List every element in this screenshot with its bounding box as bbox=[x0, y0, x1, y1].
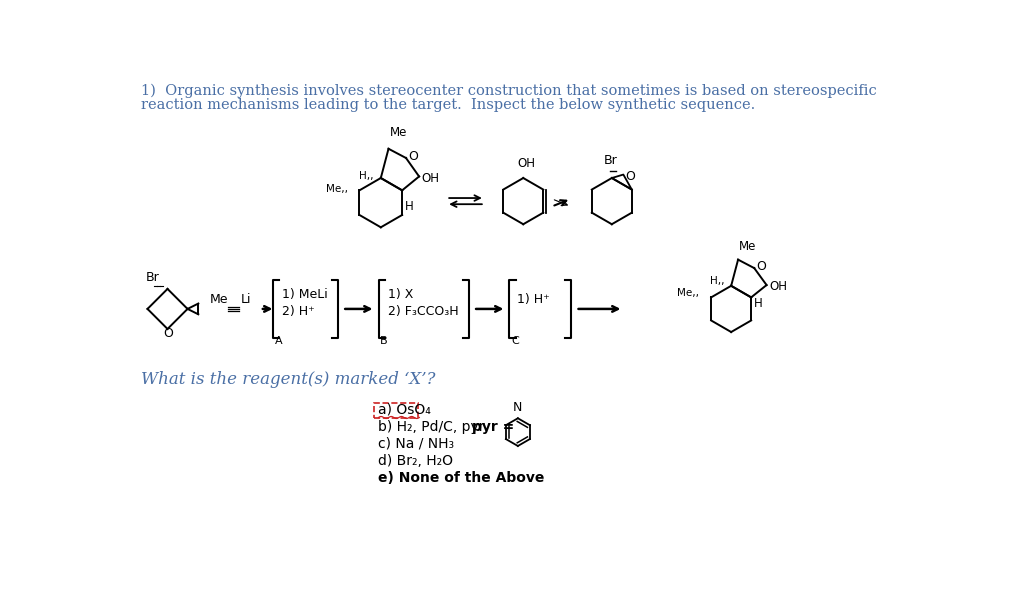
Text: H,,: H,, bbox=[710, 276, 724, 286]
Text: OH: OH bbox=[422, 172, 439, 185]
Text: 1) X: 1) X bbox=[388, 288, 413, 301]
Text: reaction mechanisms leading to the target.  Inspect the below synthetic sequence: reaction mechanisms leading to the targe… bbox=[141, 98, 756, 112]
Text: N: N bbox=[513, 401, 522, 414]
Text: A: A bbox=[274, 336, 283, 346]
Text: 1)  Organic synthesis involves stereocenter construction that sometimes is based: 1) Organic synthesis involves stereocent… bbox=[141, 84, 878, 99]
Text: O: O bbox=[164, 328, 173, 340]
Text: OH: OH bbox=[769, 280, 786, 293]
Text: What is the reagent(s) marked ‘X’?: What is the reagent(s) marked ‘X’? bbox=[141, 371, 436, 388]
Text: H,,: H,, bbox=[359, 172, 374, 181]
Text: Me,,: Me,, bbox=[326, 184, 347, 194]
Text: H: H bbox=[754, 297, 762, 310]
Text: Me,,: Me,, bbox=[677, 288, 699, 298]
Text: Br: Br bbox=[146, 271, 160, 284]
Text: 1) MeLi: 1) MeLi bbox=[283, 288, 328, 301]
Text: pyr =: pyr = bbox=[472, 420, 514, 434]
Text: H: H bbox=[404, 200, 414, 212]
Text: Me: Me bbox=[390, 126, 408, 139]
Text: 2) F₃CCO₃H: 2) F₃CCO₃H bbox=[388, 305, 459, 318]
Text: a) OsO₄: a) OsO₄ bbox=[379, 403, 431, 417]
Text: Me: Me bbox=[210, 293, 228, 306]
Text: O: O bbox=[626, 170, 636, 184]
Text: O: O bbox=[409, 150, 418, 163]
Text: b) H₂, Pd/C, pyr: b) H₂, Pd/C, pyr bbox=[379, 420, 485, 434]
Text: Me: Me bbox=[739, 240, 757, 252]
Text: Br: Br bbox=[604, 154, 617, 167]
Text: OH: OH bbox=[517, 157, 536, 170]
Text: Li: Li bbox=[241, 293, 251, 306]
Text: c) Na / NH₃: c) Na / NH₃ bbox=[379, 437, 455, 451]
Text: B: B bbox=[380, 336, 388, 346]
Text: C: C bbox=[511, 336, 519, 346]
Text: d) Br₂, H₂O: d) Br₂, H₂O bbox=[379, 454, 454, 468]
Text: 1) H⁺: 1) H⁺ bbox=[517, 293, 550, 306]
Text: O: O bbox=[757, 260, 766, 273]
Text: 2) H⁺: 2) H⁺ bbox=[283, 305, 315, 318]
Text: e) None of the Above: e) None of the Above bbox=[379, 471, 545, 484]
